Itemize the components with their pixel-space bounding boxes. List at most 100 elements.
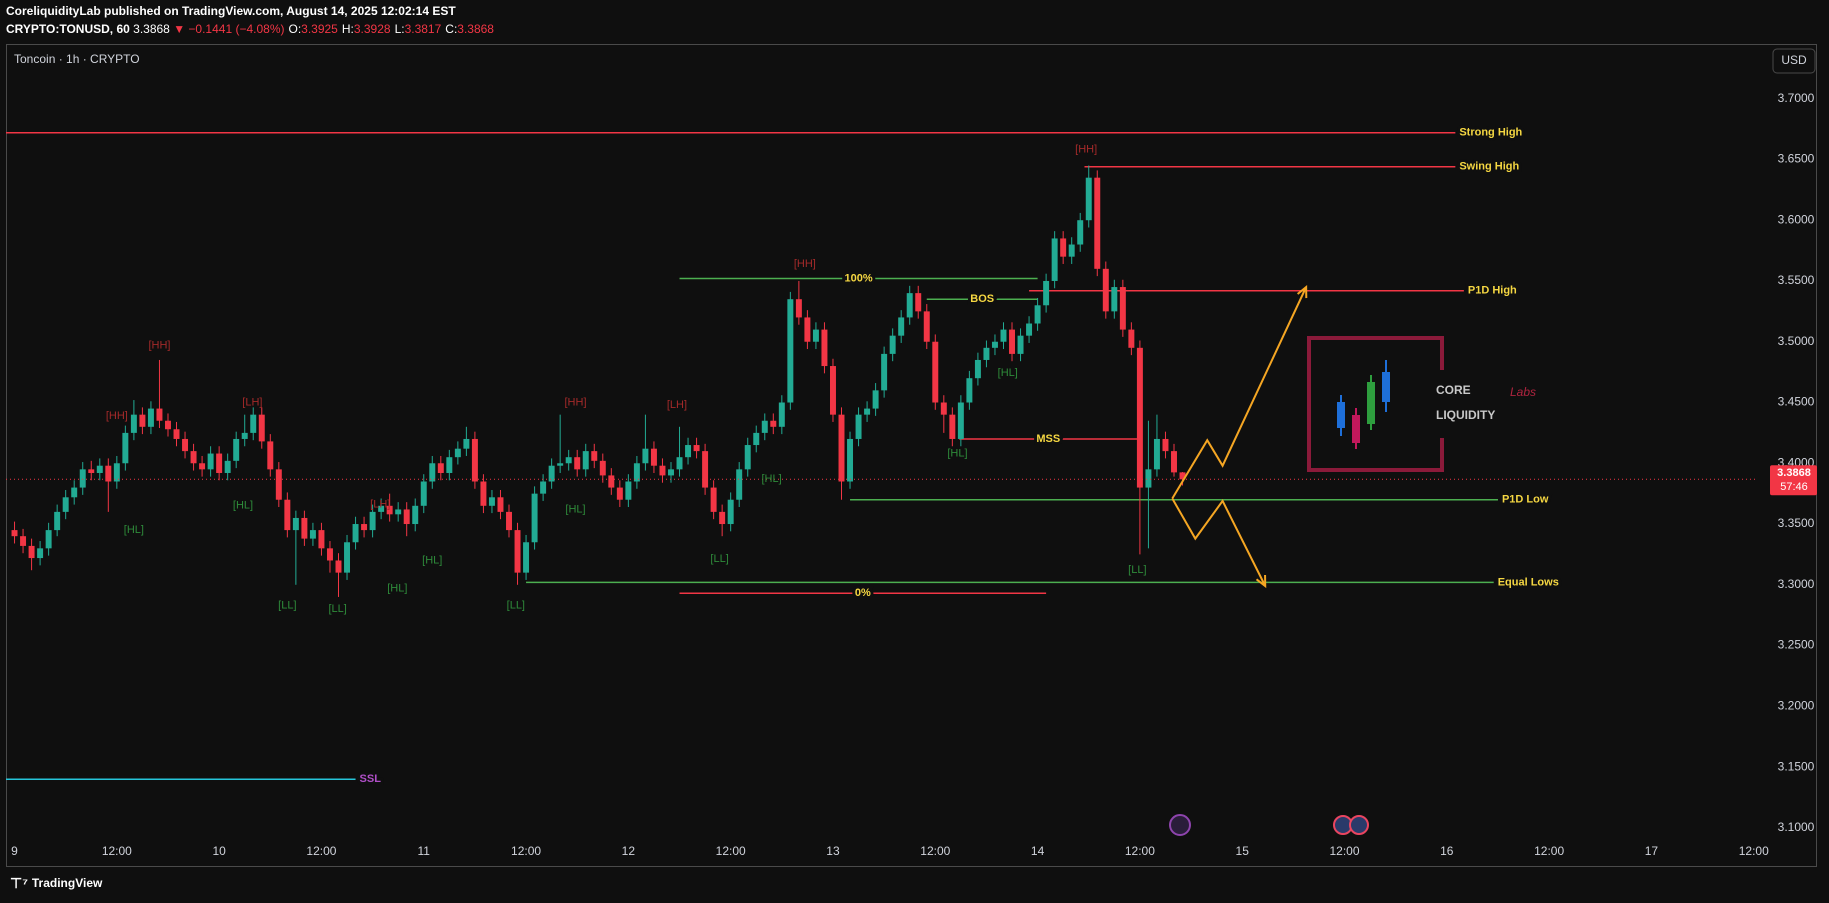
candle-body	[224, 460, 231, 473]
chart-frame	[6, 44, 1817, 867]
x-tick-label: 12:00	[1329, 844, 1359, 858]
event-icon[interactable]	[1349, 815, 1369, 835]
candle-body	[1094, 177, 1101, 269]
candle-body	[37, 548, 44, 559]
ohlc: O:3.3925 H:3.3928 L:3.3817 C:3.3868	[288, 22, 494, 36]
logo-icon	[1352, 415, 1360, 443]
candle-body	[488, 497, 495, 506]
candle-body	[369, 511, 376, 531]
y-tick-label: 3.3500	[1778, 516, 1815, 530]
candle-body	[898, 317, 905, 336]
candle-body	[787, 299, 794, 403]
candle-body	[915, 293, 922, 312]
pivot-label: [HH]	[148, 339, 170, 351]
pivot-label: [HL]	[124, 524, 144, 536]
candle-body	[1145, 469, 1152, 488]
ohlc-value: 3.3925	[301, 22, 338, 36]
x-tick-label: 12:00	[716, 844, 746, 858]
candle-body	[744, 445, 751, 470]
candle-body	[395, 509, 402, 515]
x-tick-label: 17	[1645, 844, 1659, 858]
candle-body	[804, 317, 811, 342]
candle-body	[11, 530, 18, 537]
y-tick-label: 3.5000	[1778, 334, 1815, 348]
event-icon[interactable]	[1169, 814, 1191, 836]
pivot-label: [HH]	[565, 396, 587, 408]
ohlc-key: H:	[342, 22, 354, 36]
logo-word: Labs	[1510, 385, 1536, 399]
x-tick-label: 9	[11, 844, 18, 858]
candle-body	[702, 451, 709, 488]
arrow-head	[1296, 284, 1308, 299]
pivot-label: [LL]	[710, 553, 728, 565]
pivot-label: [LL]	[1128, 564, 1146, 576]
candle-body	[616, 487, 623, 500]
y-tick-label: 3.7000	[1778, 91, 1815, 105]
candle-body	[778, 402, 785, 427]
candle-body	[352, 524, 359, 543]
candle-body	[233, 438, 240, 461]
candle-body	[949, 414, 956, 439]
candle-body	[710, 487, 717, 512]
chart-title: Toncoin · 1h · CRYPTO	[14, 52, 140, 66]
candle-body	[45, 530, 52, 549]
candle-body	[241, 432, 248, 439]
price-tag	[1770, 465, 1817, 496]
x-tick-label: 14	[1031, 844, 1045, 858]
candle-body	[292, 517, 299, 531]
candle-body	[420, 481, 427, 506]
candle-body	[309, 530, 316, 539]
ohlc-value: 3.3817	[405, 22, 442, 36]
x-tick-label: 12:00	[306, 844, 336, 858]
candle-body	[71, 487, 78, 498]
x-tick-label: 16	[1440, 844, 1454, 858]
pivot-label: [LH]	[370, 498, 390, 510]
candle-body	[258, 414, 265, 442]
candle-body	[1026, 323, 1033, 336]
candle-body	[1060, 238, 1067, 257]
candle-body	[113, 463, 120, 482]
candle-body	[557, 463, 564, 466]
candle-body	[386, 505, 393, 515]
candle-body	[130, 414, 137, 433]
candle-body	[574, 457, 581, 470]
candle-body	[761, 420, 768, 433]
candle-body	[548, 465, 555, 482]
candle-body	[770, 420, 777, 427]
candle-body	[497, 497, 504, 512]
level-label: Swing High	[1459, 161, 1519, 173]
y-tick-label: 3.1500	[1778, 759, 1815, 773]
x-tick-label: 12:00	[920, 844, 950, 858]
candle-body	[923, 311, 930, 342]
candle-body	[957, 402, 964, 439]
candle-body	[625, 481, 632, 500]
currency-button[interactable]	[1772, 48, 1816, 74]
candle-body	[216, 453, 223, 473]
candle-body	[966, 378, 973, 403]
candle-body	[173, 429, 180, 439]
candle-body	[633, 463, 640, 482]
pivot-label: [HL]	[998, 367, 1018, 379]
candle-body	[1085, 177, 1092, 221]
candle-body	[753, 432, 760, 446]
candle-body	[429, 463, 436, 482]
y-tick-label: 3.1000	[1778, 820, 1815, 834]
currency[interactable]: USD	[1781, 53, 1807, 67]
candle-body	[361, 524, 368, 531]
candle-body	[1119, 287, 1126, 330]
ohlc-key: C:	[445, 22, 457, 36]
candle-body	[642, 448, 649, 464]
pivot-label: [HL]	[947, 447, 967, 459]
candle-body	[812, 329, 819, 342]
candle-body	[855, 414, 862, 439]
candle-body	[727, 499, 734, 525]
candle-body	[20, 536, 27, 546]
candle-body	[54, 511, 61, 531]
candle-body	[1051, 238, 1058, 281]
candle-body	[1009, 329, 1015, 354]
candle-body	[736, 469, 743, 500]
candle-body	[1068, 244, 1075, 257]
